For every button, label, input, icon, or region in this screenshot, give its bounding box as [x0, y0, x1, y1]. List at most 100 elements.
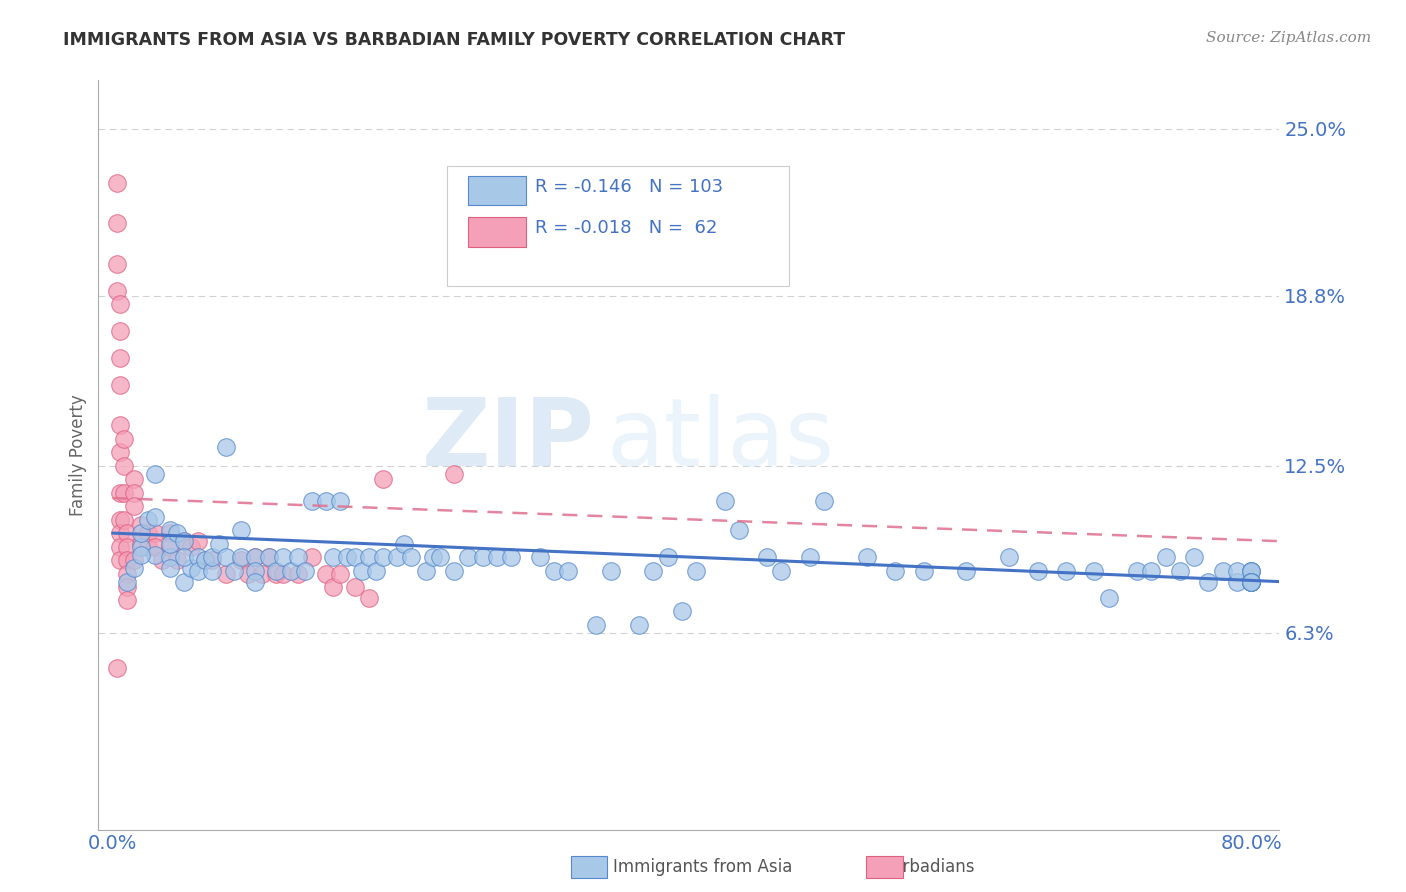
Point	[322, 550, 344, 565]
Point	[122, 553, 145, 567]
Point	[955, 564, 977, 578]
Point	[813, 493, 835, 508]
Point	[322, 580, 344, 594]
Point	[108, 297, 131, 311]
Point	[1240, 574, 1263, 589]
Point	[108, 553, 131, 567]
Point	[250, 566, 273, 581]
Point	[105, 284, 128, 298]
Point	[112, 485, 135, 500]
Point	[243, 550, 266, 565]
Point	[266, 564, 288, 578]
Point	[643, 564, 665, 578]
Point	[856, 550, 879, 565]
Point	[336, 550, 359, 565]
Point	[166, 553, 188, 567]
Point	[273, 566, 295, 581]
Point	[273, 550, 295, 565]
Point	[108, 418, 131, 433]
Point	[1226, 574, 1249, 589]
Point	[180, 561, 202, 575]
Point	[557, 564, 579, 578]
Point	[215, 440, 238, 454]
Point	[236, 566, 259, 581]
Point	[143, 540, 166, 554]
Point	[229, 553, 252, 567]
Point	[129, 540, 152, 554]
Point	[243, 574, 266, 589]
Point	[1240, 574, 1263, 589]
Point	[671, 604, 693, 618]
Point	[194, 553, 217, 567]
Point	[799, 550, 821, 565]
Text: ZIP: ZIP	[422, 394, 595, 486]
Point	[1240, 574, 1263, 589]
Point	[912, 564, 935, 578]
Point	[243, 564, 266, 578]
Point	[429, 550, 451, 565]
Text: Barbadians: Barbadians	[882, 858, 974, 876]
Point	[1182, 550, 1205, 565]
Point	[1197, 574, 1219, 589]
Point	[1240, 574, 1263, 589]
Point	[499, 550, 522, 565]
Point	[108, 513, 131, 527]
Point	[756, 550, 779, 565]
Point	[1240, 574, 1263, 589]
Point	[770, 564, 793, 578]
Point	[122, 561, 145, 575]
Text: IMMIGRANTS FROM ASIA VS BARBADIAN FAMILY POVERTY CORRELATION CHART: IMMIGRANTS FROM ASIA VS BARBADIAN FAMILY…	[63, 31, 845, 49]
Point	[194, 553, 217, 567]
Point	[371, 550, 394, 565]
Point	[115, 553, 138, 567]
Point	[173, 574, 195, 589]
Point	[1240, 564, 1263, 578]
Point	[215, 550, 238, 565]
Point	[315, 493, 337, 508]
Point	[1098, 591, 1121, 605]
Text: Immigrants from Asia: Immigrants from Asia	[613, 858, 793, 876]
Point	[1126, 564, 1149, 578]
Point	[371, 472, 394, 486]
Point	[136, 526, 159, 541]
Point	[1240, 564, 1263, 578]
Point	[208, 537, 231, 551]
Point	[122, 499, 145, 513]
Point	[115, 574, 138, 589]
FancyBboxPatch shape	[468, 218, 526, 246]
Point	[1240, 574, 1263, 589]
Point	[394, 537, 416, 551]
Point	[159, 524, 181, 538]
Point	[129, 537, 152, 551]
Point	[187, 564, 209, 578]
Point	[1212, 564, 1234, 578]
Point	[122, 485, 145, 500]
Point	[257, 550, 280, 565]
Point	[422, 550, 444, 565]
Point	[152, 553, 174, 567]
Point	[585, 617, 607, 632]
Point	[387, 550, 409, 565]
FancyBboxPatch shape	[468, 177, 526, 205]
Point	[136, 513, 159, 527]
Point	[115, 566, 138, 581]
Point	[180, 540, 202, 554]
Text: R = -0.018   N =  62: R = -0.018 N = 62	[536, 219, 718, 237]
Point	[187, 550, 209, 565]
Point	[457, 550, 479, 565]
Point	[201, 550, 224, 565]
Point	[998, 550, 1021, 565]
Text: atlas: atlas	[606, 394, 835, 486]
Point	[229, 524, 252, 538]
Point	[215, 566, 238, 581]
Point	[657, 550, 679, 565]
Point	[201, 553, 224, 567]
Point	[105, 256, 128, 270]
Point	[115, 526, 138, 541]
Text: R = -0.146   N = 103: R = -0.146 N = 103	[536, 178, 724, 195]
Point	[1026, 564, 1049, 578]
Point	[1240, 574, 1263, 589]
Point	[112, 513, 135, 527]
Point	[884, 564, 907, 578]
Point	[685, 564, 707, 578]
